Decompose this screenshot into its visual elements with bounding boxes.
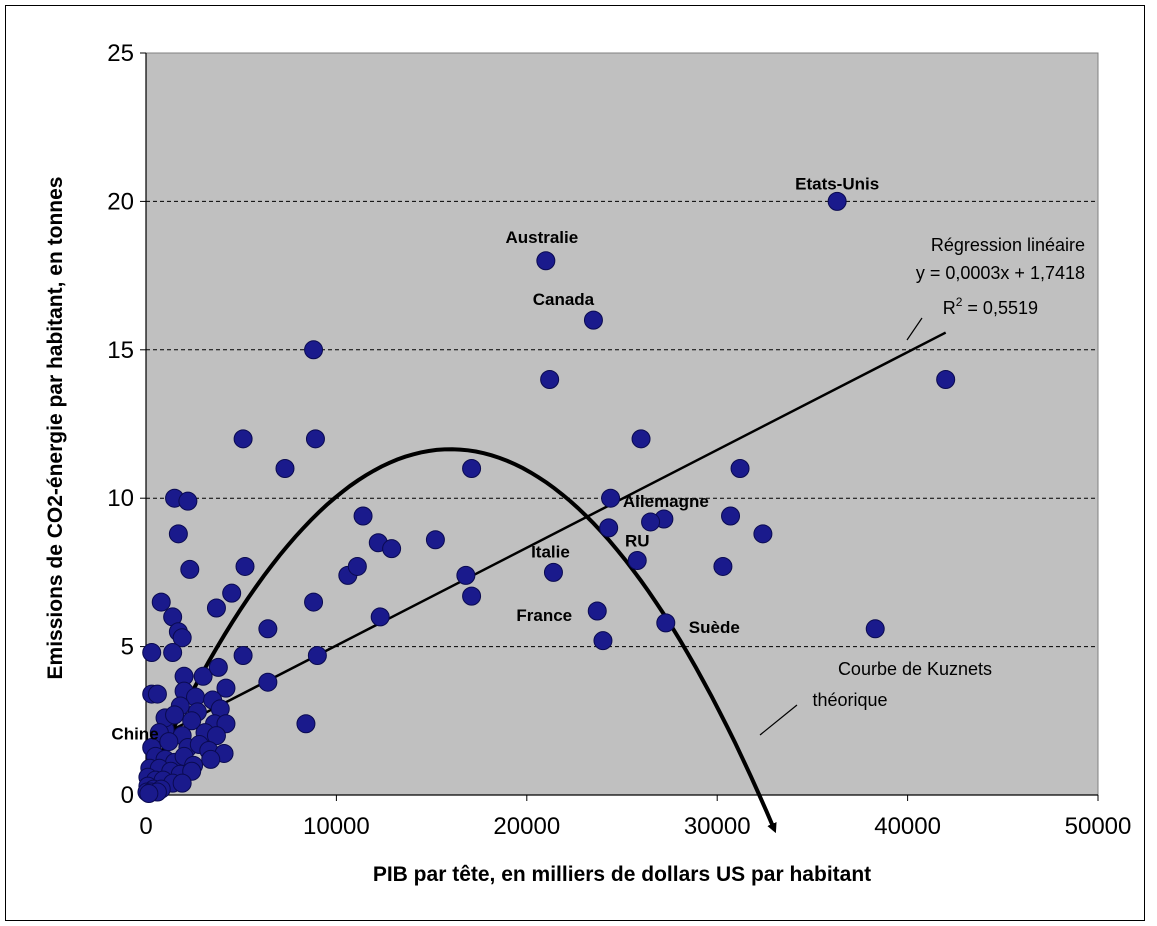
axes: 0 5 10 15 20 25 0 10000 20000 30000 40000 50000 <box>107 40 1131 840</box>
data-point <box>275 459 295 479</box>
data-point <box>462 586 482 606</box>
data-point <box>258 619 278 639</box>
data-point <box>456 565 476 585</box>
data-point <box>139 784 159 804</box>
point-label: Canada <box>533 290 595 309</box>
chart-frame <box>5 5 1145 921</box>
data-point <box>208 657 228 677</box>
data-point <box>258 672 278 692</box>
regression-r2: R2 = 0,5519 <box>943 295 1038 318</box>
data-point <box>178 491 198 511</box>
y-tick-label: 10 <box>107 485 134 512</box>
x-tick-label: 20000 <box>493 813 560 840</box>
data-point <box>180 559 200 579</box>
data-point <box>151 592 171 612</box>
data-point <box>222 583 242 603</box>
data-point <box>540 369 560 389</box>
plot-area <box>145 52 1099 796</box>
kuznets-leader <box>759 704 798 736</box>
data-point <box>593 631 613 651</box>
point-label: Etats-Unis <box>795 174 879 193</box>
data-point <box>172 628 192 648</box>
data-point <box>296 714 316 734</box>
point-label: Australie <box>505 228 578 247</box>
data-point <box>583 310 603 330</box>
regression-line <box>145 331 947 745</box>
data-point <box>304 340 324 360</box>
data-point <box>936 369 956 389</box>
y-tick-label: 5 <box>121 634 134 661</box>
x-axis-title: PIB par tête, en milliers de dollars US … <box>373 863 871 886</box>
data-point <box>641 512 661 532</box>
y-tick-label: 20 <box>107 188 134 215</box>
point-label: RU <box>625 532 650 551</box>
regression-leader <box>906 317 923 341</box>
data-point <box>307 646 327 666</box>
data-point <box>730 459 750 479</box>
data-point <box>599 518 619 538</box>
kuznets-label-1: Courbe de Kuznets <box>838 659 992 679</box>
point-label: Allemagne <box>623 492 709 511</box>
data-point <box>163 643 183 663</box>
data-point <box>159 732 179 752</box>
y-tick-label: 15 <box>107 337 134 364</box>
x-tick-label: 10000 <box>303 813 370 840</box>
data-point <box>193 666 213 686</box>
regression-line-path <box>145 331 947 745</box>
data-point <box>233 646 253 666</box>
data-point <box>656 613 676 633</box>
data-point <box>353 506 373 526</box>
data-point <box>206 726 226 746</box>
data-point <box>601 488 621 508</box>
regression-equation: y = 0,0003x + 1,7418 <box>916 263 1085 283</box>
data-point <box>627 551 647 571</box>
data-point <box>382 539 402 559</box>
point-label: Suède <box>689 618 740 637</box>
data-point <box>753 524 773 544</box>
data-point <box>201 749 221 769</box>
data-point <box>172 773 192 793</box>
x-tick-label: 0 <box>139 813 152 840</box>
data-point <box>370 607 390 627</box>
regression-title: Régression linéaire <box>931 235 1085 255</box>
x-tick-label: 40000 <box>874 813 941 840</box>
data-point <box>425 530 445 550</box>
y-axis-title: Emissions de CO2-énergie par habitant, e… <box>44 177 67 680</box>
x-tick-label: 50000 <box>1065 813 1132 840</box>
y-tick-label: 0 <box>121 782 134 809</box>
data-point <box>713 556 733 576</box>
data-point <box>721 506 741 526</box>
data-point <box>827 191 847 211</box>
data-point <box>206 598 226 618</box>
data-point <box>233 429 253 449</box>
y-tick-label: 25 <box>107 40 134 67</box>
data-point <box>536 251 556 271</box>
data-point <box>347 556 367 576</box>
data-point <box>631 429 651 449</box>
data-point <box>543 562 563 582</box>
x-tick-label: 30000 <box>684 813 751 840</box>
data-point <box>182 711 202 731</box>
point-label: Italie <box>531 542 570 561</box>
point-label: France <box>516 606 572 625</box>
point-label: Chine <box>111 725 158 744</box>
data-point <box>142 643 162 663</box>
data-point <box>304 592 324 612</box>
data-point <box>865 619 885 639</box>
data-points <box>137 191 956 804</box>
data-point <box>587 601 607 621</box>
kuznets-label-2: théorique <box>812 690 887 710</box>
point-labels: Etats-Unis Australie Canada Allemagne RU Ital… <box>111 174 879 743</box>
data-point <box>165 705 185 725</box>
data-point <box>305 429 325 449</box>
data-point <box>235 556 255 576</box>
data-point <box>462 459 482 479</box>
data-point <box>216 678 236 698</box>
data-point <box>168 524 188 544</box>
data-point <box>147 684 167 704</box>
